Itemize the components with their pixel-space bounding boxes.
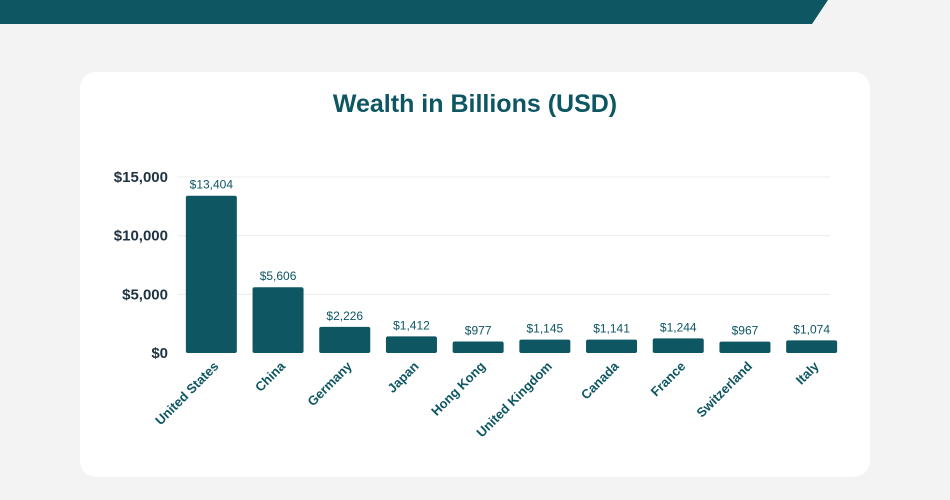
- x-tick-label: United States: [152, 359, 221, 428]
- data-label: $1,412: [393, 318, 430, 332]
- bar: [652, 338, 704, 353]
- x-tick-label: Italy: [793, 358, 823, 388]
- data-label: $1,141: [593, 322, 630, 336]
- data-label: $977: [465, 324, 492, 338]
- bar: [586, 339, 638, 353]
- x-tick-label: Japan: [384, 358, 421, 395]
- x-tick-label: China: [252, 358, 289, 395]
- data-label: $1,145: [526, 322, 563, 336]
- data-label: $967: [732, 324, 759, 338]
- bar: [719, 341, 771, 353]
- data-label: $1,244: [660, 320, 697, 334]
- bar-chart: $0 $5,000 $10,000 $15,000 $13,404 United Stat…: [114, 169, 838, 440]
- bar: [786, 340, 838, 353]
- bar: [319, 326, 371, 353]
- top-banner: [0, 0, 828, 24]
- x-tick-label: Germany: [304, 358, 355, 409]
- chart-card: Wealth in Billions (USD) $0 $5,000 $10,000…: [80, 72, 870, 477]
- data-label: $1,074: [793, 322, 830, 336]
- x-tick-label: Switzerland: [693, 358, 755, 420]
- y-tick-label: $5,000: [122, 286, 168, 303]
- bar: [452, 341, 504, 353]
- data-label: $2,226: [326, 309, 363, 323]
- y-tick-label: $0: [151, 345, 168, 362]
- x-tick-label: France: [648, 359, 689, 400]
- chart-title: Wealth in Billions (USD): [332, 90, 618, 118]
- bar: [252, 287, 304, 353]
- x-tick-label: Canada: [578, 358, 622, 402]
- data-label: $13,404: [190, 178, 234, 192]
- data-label: $5,606: [260, 269, 297, 283]
- bar: [385, 336, 437, 353]
- y-tick-label: $10,000: [114, 228, 168, 245]
- bar: [519, 339, 571, 353]
- bar: [185, 195, 237, 353]
- x-tick-label: Hong Kong: [428, 358, 488, 418]
- y-tick-label: $15,000: [114, 169, 168, 186]
